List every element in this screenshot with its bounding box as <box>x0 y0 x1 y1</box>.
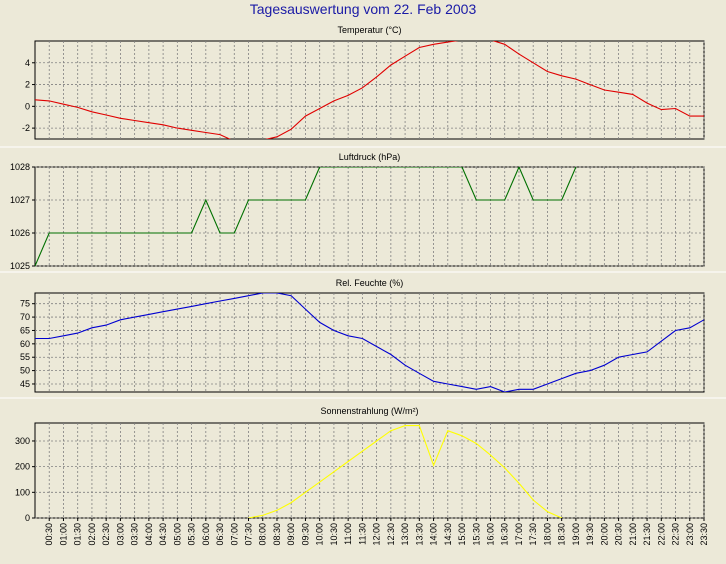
x-tick-label: 09:30 <box>300 523 310 546</box>
x-tick-label: 13:30 <box>414 523 424 546</box>
chart-title: Sonnenstrahlung (W/m²) <box>320 406 418 416</box>
x-tick-label: 18:30 <box>557 523 567 546</box>
x-tick-label: 23:30 <box>699 523 709 546</box>
chart-panel-3: Rel. Feuchte (%) 45 50 55 60 65 70 75 <box>20 278 705 393</box>
chart-panel-4: Sonnenstrahlung (W/m²) 0 100 200 300 <box>15 406 705 523</box>
y-tick-label: -2 <box>22 123 30 133</box>
x-tick-label: 17:00 <box>514 523 524 546</box>
plot-area <box>34 166 705 267</box>
x-tick-label: 21:00 <box>628 523 638 546</box>
x-tick-label: 14:30 <box>443 523 453 546</box>
x-tick-label: 15:30 <box>471 523 481 546</box>
x-tick-label: 19:30 <box>585 523 595 546</box>
x-tick-label: 08:30 <box>272 523 282 546</box>
y-tick-label: 1025 <box>10 261 30 271</box>
x-tick-label: 22:30 <box>671 523 681 546</box>
x-tick-label: 12:30 <box>386 523 396 546</box>
y-tick-label: 1027 <box>10 195 30 205</box>
y-tick-label: 4 <box>25 58 30 68</box>
x-tick-label: 05:30 <box>187 523 197 546</box>
x-tick-label: 23:00 <box>685 523 695 546</box>
y-tick-label: 0 <box>25 101 30 111</box>
y-tick-label: 1028 <box>10 162 30 172</box>
y-tick-label: 70 <box>20 312 30 322</box>
x-tick-label: 06:30 <box>215 523 225 546</box>
x-tick-label: 04:30 <box>158 523 168 546</box>
y-tick-label: 45 <box>20 379 30 389</box>
x-tick-label: 16:30 <box>500 523 510 546</box>
page-title: Tagesauswertung vom 22. Feb 2003 <box>249 1 477 17</box>
y-tick-label: 100 <box>15 487 30 497</box>
y-tick-label: 0 <box>25 513 30 523</box>
x-tick-label: 01:30 <box>73 523 83 546</box>
series-line <box>248 425 562 518</box>
x-tick-label: 10:00 <box>315 523 325 546</box>
y-tick-label: 55 <box>20 352 30 362</box>
x-tick-label: 00:30 <box>44 523 54 546</box>
x-tick-label: 07:30 <box>244 523 254 546</box>
y-tick-label: 60 <box>20 339 30 349</box>
x-tick-label: 11:00 <box>343 523 353 545</box>
x-tick-label: 17:30 <box>528 523 538 546</box>
x-tick-label: 04:00 <box>144 523 154 546</box>
y-tick-label: 65 <box>20 325 30 335</box>
x-tick-label: 12:00 <box>372 523 382 546</box>
x-tick-label: 19:00 <box>571 523 581 546</box>
y-tick-label: 1026 <box>10 228 30 238</box>
x-tick-label: 03:00 <box>115 523 125 546</box>
x-tick-label: 21:30 <box>642 523 652 546</box>
x-tick-label: 13:00 <box>400 523 410 546</box>
y-tick-label: 200 <box>15 462 30 472</box>
x-tick-label: 09:00 <box>286 523 296 546</box>
x-axis: 00:30 01:00 01:30 02:00 02:30 03:00 03:30 04:00… <box>44 518 709 546</box>
series-line <box>35 167 577 266</box>
y-tick-label: 75 <box>20 299 30 309</box>
x-tick-label: 08:00 <box>258 523 268 546</box>
x-tick-label: 22:00 <box>656 523 666 546</box>
series-line <box>35 41 704 139</box>
x-tick-label: 05:00 <box>172 523 182 546</box>
x-tick-label: 11:30 <box>357 523 367 545</box>
chart-panel-1: Temperatur (°C) -2 0 2 4 <box>22 25 705 140</box>
y-tick-label: 2 <box>25 80 30 90</box>
x-tick-label: 18:00 <box>542 523 552 546</box>
plot-area <box>34 422 705 519</box>
x-tick-label: 14:00 <box>429 523 439 546</box>
x-tick-label: 01:00 <box>58 523 68 546</box>
x-tick-label: 02:30 <box>101 523 111 546</box>
x-tick-label: 16:00 <box>485 523 495 546</box>
series-line <box>35 293 704 392</box>
x-tick-label: 03:30 <box>130 523 140 546</box>
y-tick-label: 50 <box>20 366 30 376</box>
x-tick-label: 15:00 <box>457 523 467 546</box>
chart-title: Rel. Feuchte (%) <box>336 278 404 288</box>
x-tick-label: 02:00 <box>87 523 97 546</box>
x-tick-label: 07:00 <box>229 523 239 546</box>
y-tick-label: 300 <box>15 436 30 446</box>
chart-title: Luftdruck (hPa) <box>339 152 401 162</box>
chart-panel-2: Luftdruck (hPa) 1025 1026 1027 1028 <box>10 152 705 271</box>
x-tick-label: 10:30 <box>329 523 339 546</box>
x-tick-label: 20:30 <box>614 523 624 546</box>
x-tick-label: 06:00 <box>201 523 211 546</box>
x-tick-label: 20:00 <box>599 523 609 546</box>
chart-title: Temperatur (°C) <box>337 25 401 35</box>
